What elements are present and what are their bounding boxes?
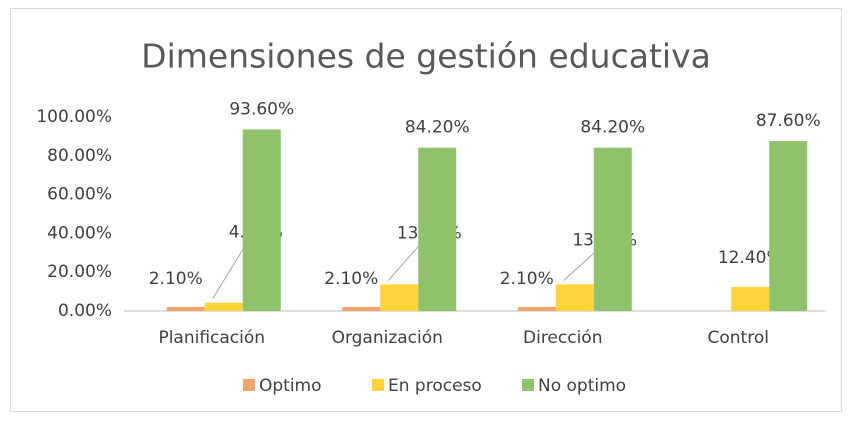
legend-label: No optimo: [538, 376, 626, 396]
bar: [242, 129, 281, 311]
bar: [342, 306, 381, 311]
x-tick-label: Dirección: [523, 328, 602, 348]
leader-line: [212, 244, 247, 299]
data-label: 2.10%: [500, 269, 554, 289]
data-label: 2.10%: [324, 269, 378, 289]
bar: [166, 306, 205, 311]
bar: [418, 147, 457, 311]
x-tick-label: Control: [708, 328, 769, 348]
y-tick-label: 100.00%: [36, 107, 112, 127]
bar: [769, 141, 808, 311]
leader-line: [387, 245, 420, 281]
legend-label: En proceso: [388, 376, 482, 396]
bar: [731, 286, 770, 311]
y-tick-label: 20.00%: [47, 262, 112, 282]
legend-swatch: [243, 379, 255, 391]
bar: [204, 302, 243, 311]
x-tick-label: Planificación: [158, 328, 265, 348]
leader-line: [563, 252, 596, 281]
data-label: 93.60%: [229, 99, 294, 119]
data-label: 84.20%: [580, 118, 645, 138]
data-label: 2.10%: [149, 269, 203, 289]
data-label: 87.60%: [756, 111, 821, 131]
chart-title: Dimensiones de gestión educativa: [141, 37, 711, 76]
data-label: 84.20%: [405, 118, 470, 138]
legend-swatch: [372, 379, 384, 391]
legend-swatch: [522, 379, 534, 391]
bar: [517, 306, 556, 311]
data-label: 12.40%: [718, 248, 783, 268]
y-tick-label: 60.00%: [47, 185, 112, 205]
y-tick-label: 80.00%: [47, 146, 112, 166]
legend-label: Optimo: [259, 376, 322, 396]
y-tick-label: 0.00%: [58, 301, 112, 321]
bar: [380, 284, 419, 311]
y-tick-label: 40.00%: [47, 223, 112, 243]
bar: [555, 284, 594, 311]
bar: [593, 147, 632, 311]
x-tick-label: Organización: [332, 328, 443, 348]
